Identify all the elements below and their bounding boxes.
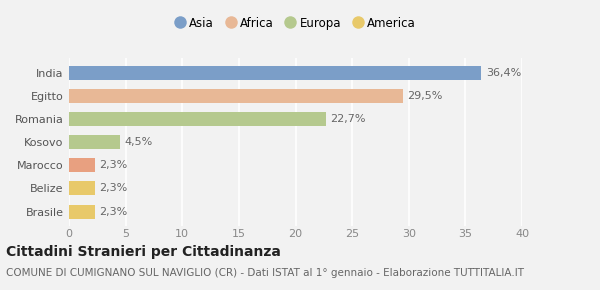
Bar xyxy=(69,205,95,219)
Text: 4,5%: 4,5% xyxy=(124,137,153,147)
Text: 36,4%: 36,4% xyxy=(486,68,521,78)
Text: Cittadini Stranieri per Cittadinanza: Cittadini Stranieri per Cittadinanza xyxy=(6,245,281,259)
Text: 2,3%: 2,3% xyxy=(100,206,128,217)
Bar xyxy=(69,158,95,172)
Text: 2,3%: 2,3% xyxy=(100,184,128,193)
Bar xyxy=(69,182,95,195)
Legend: Asia, Africa, Europa, America: Asia, Africa, Europa, America xyxy=(175,17,416,30)
Text: COMUNE DI CUMIGNANO SUL NAVIGLIO (CR) - Dati ISTAT al 1° gennaio - Elaborazione : COMUNE DI CUMIGNANO SUL NAVIGLIO (CR) - … xyxy=(6,268,524,278)
Bar xyxy=(69,89,403,103)
Text: 22,7%: 22,7% xyxy=(331,114,366,124)
Bar xyxy=(69,135,120,149)
Bar xyxy=(69,112,326,126)
Text: 29,5%: 29,5% xyxy=(407,91,443,101)
Bar xyxy=(69,66,481,79)
Text: 2,3%: 2,3% xyxy=(100,160,128,170)
